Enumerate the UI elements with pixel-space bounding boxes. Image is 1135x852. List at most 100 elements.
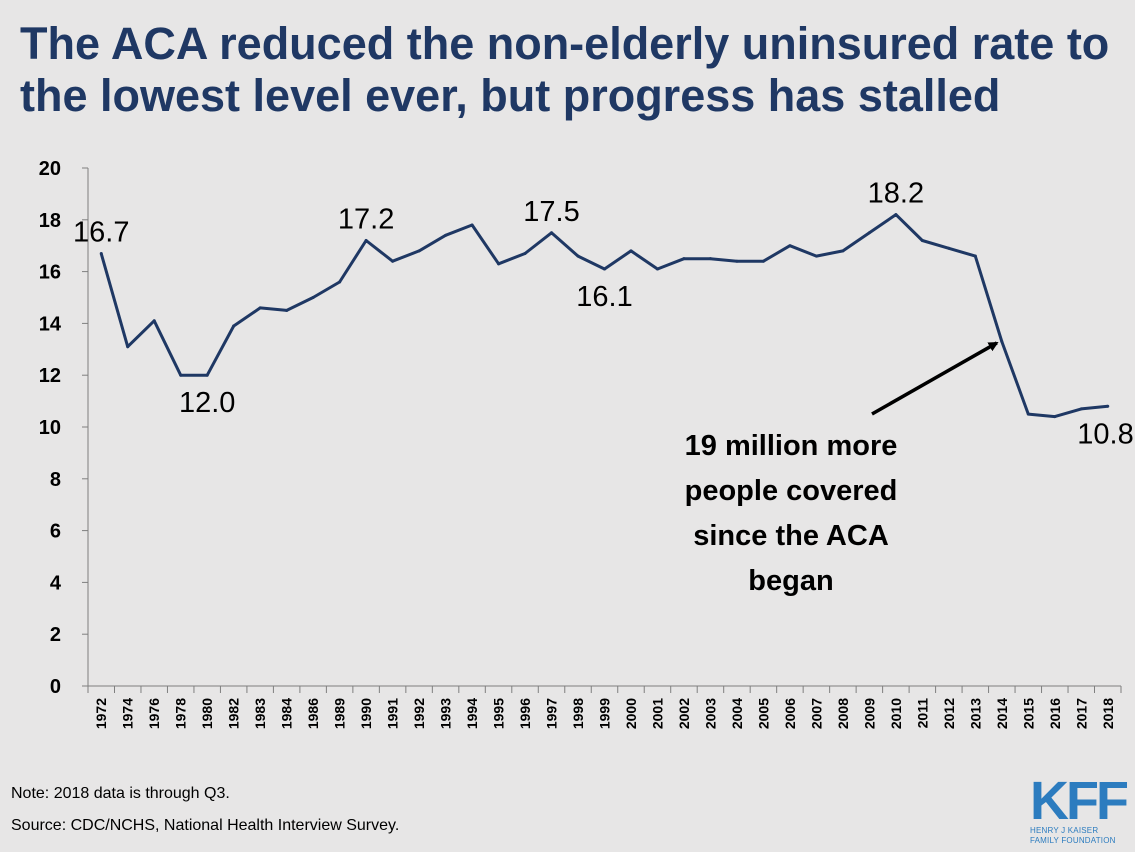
x-tick-label: 1996: [517, 698, 533, 729]
x-tick-label: 1994: [464, 698, 480, 729]
data-label: 12.0: [179, 387, 235, 419]
y-tick-label: 16: [39, 262, 61, 284]
data-point: [682, 257, 686, 261]
kff-logo: KFF HENRY J KAISER FAMILY FOUNDATION: [1030, 771, 1130, 846]
y-tick-label: 6: [50, 521, 61, 543]
y-tick-label: 20: [39, 158, 61, 180]
logo-mark: KFF: [1030, 771, 1129, 831]
data-point: [603, 267, 606, 271]
x-tick-label: 1984: [279, 698, 295, 729]
x-tick-label: 2011: [914, 698, 930, 729]
x-tick-label: 2005: [755, 698, 771, 729]
x-tick-label: 2012: [941, 698, 957, 729]
data-point: [391, 259, 395, 263]
x-tick-label: 1978: [173, 698, 189, 729]
x-tick-label: 2007: [808, 698, 824, 729]
x-tick-label: 2009: [861, 698, 877, 729]
data-point: [285, 308, 289, 312]
data-point: [497, 262, 501, 266]
x-tick-label: 2018: [1100, 698, 1116, 729]
x-tick-label: 1999: [597, 698, 613, 729]
data-point: [364, 239, 368, 243]
data-label: 18.2: [868, 178, 924, 210]
footnote: Note: 2018 data is through Q3.: [11, 785, 230, 802]
data-point: [444, 233, 448, 237]
data-point: [761, 259, 765, 263]
x-tick-label: 1972: [93, 698, 109, 729]
annotation-line: since the ACA: [693, 520, 889, 552]
data-point: [1079, 407, 1083, 411]
annotation-arrow: [871, 341, 999, 416]
data-point: [1026, 412, 1030, 416]
annotation-line: 19 million more: [685, 430, 898, 462]
x-tick-label: 2003: [702, 698, 718, 729]
data-label: 16.1: [576, 281, 632, 313]
series-line-uninsured-rate: [99, 213, 1108, 419]
data-point: [920, 239, 924, 243]
data-point: [841, 249, 845, 253]
logo-line-1: HENRY J KAISER: [1030, 826, 1099, 835]
x-tick-label: 2000: [623, 698, 639, 729]
x-tick-label: 2001: [649, 698, 665, 729]
data-point: [550, 231, 554, 235]
y-tick-label: 10: [39, 417, 61, 439]
x-tick-label: 1982: [226, 698, 242, 729]
data-point: [814, 254, 818, 258]
y-tick-label: 18: [39, 210, 61, 232]
x-tick-label: 1980: [199, 698, 215, 729]
data-point: [973, 254, 977, 258]
data-point: [126, 345, 130, 349]
data-point: [99, 251, 103, 255]
x-tick-label: 1989: [332, 698, 348, 729]
title-line-2: the lowest level ever, but progress has …: [20, 70, 1001, 121]
title-line-1: The ACA reduced the non-elderly uninsure…: [20, 18, 1110, 69]
x-tick-label: 1997: [544, 698, 560, 729]
x-tick-label: 1991: [385, 698, 401, 729]
y-tick-label: 14: [39, 313, 62, 335]
data-point: [1053, 415, 1057, 419]
data-point: [258, 306, 262, 310]
annotation-line: began: [748, 565, 833, 597]
data-point: [232, 324, 236, 328]
logo-line-2: FAMILY FOUNDATION: [1030, 836, 1116, 845]
annotation-line: people covered: [685, 475, 898, 507]
x-tick-label: 1974: [120, 698, 136, 729]
data-point: [1000, 340, 1004, 344]
data-point: [867, 231, 871, 235]
data-point: [311, 296, 315, 299]
page-title: The ACA reduced the non-elderly uninsure…: [20, 18, 1120, 122]
y-tick-label: 2: [50, 624, 61, 646]
data-point: [708, 257, 712, 261]
x-tick-label: 1976: [146, 698, 162, 729]
x-tick-label: 1998: [570, 698, 586, 729]
y-tick-label: 0: [50, 676, 61, 698]
x-tick-label: 1986: [305, 698, 321, 729]
data-point: [417, 249, 421, 253]
x-tick-label: 1990: [358, 698, 374, 729]
data-point: [576, 254, 580, 258]
data-point: [152, 319, 156, 323]
source-note: Source: CDC/NCHS, National Health Interv…: [11, 817, 400, 834]
x-tick-label: 2004: [729, 698, 745, 729]
x-tick-label: 2010: [888, 698, 904, 729]
data-point: [470, 223, 474, 227]
data-label: 17.2: [338, 204, 394, 236]
x-tick-label: 1995: [491, 698, 507, 729]
x-tick-label: 2015: [1020, 698, 1036, 729]
x-tick-label: 2006: [782, 698, 798, 729]
data-label: 16.7: [73, 216, 129, 248]
y-tick-label: 12: [39, 365, 61, 387]
x-tick-label: 2002: [676, 698, 692, 729]
data-point: [179, 373, 183, 377]
data-point: [205, 373, 209, 377]
data-point: [894, 213, 898, 217]
data-point: [788, 244, 792, 248]
x-tick-label: 2014: [994, 698, 1010, 729]
data-point: [629, 249, 633, 253]
data-point: [655, 267, 659, 271]
x-tick-label: 1993: [438, 698, 454, 729]
x-tick-label: 2017: [1073, 698, 1089, 729]
x-tick-label: 2016: [1047, 698, 1063, 729]
data-point: [947, 246, 951, 250]
